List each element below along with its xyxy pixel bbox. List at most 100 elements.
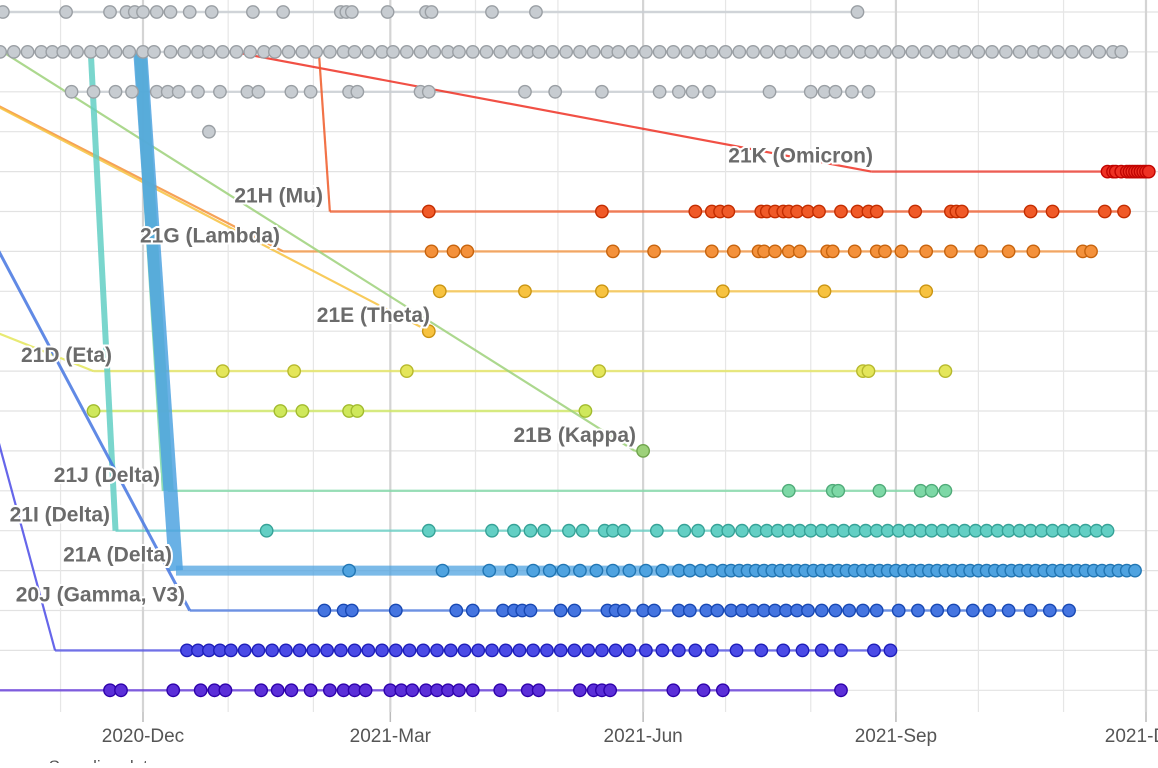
sample-point	[344, 603, 359, 618]
sample-point	[303, 84, 318, 99]
sample-point	[204, 5, 219, 19]
sample-point	[649, 523, 664, 538]
sample-point	[556, 563, 571, 578]
sample-point	[64, 84, 79, 99]
sample-point	[424, 244, 439, 259]
sample-point	[202, 124, 216, 139]
sample-point	[56, 45, 71, 59]
branch-connector	[233, 50, 872, 173]
sample-point	[834, 683, 848, 698]
sample-point	[685, 84, 700, 99]
sample-point	[682, 603, 697, 618]
sample-point	[86, 84, 101, 99]
branch-connector	[2, 50, 636, 452]
sample-point	[946, 603, 961, 618]
sample-point	[193, 683, 208, 698]
sample-point	[652, 84, 667, 99]
sample-point	[361, 643, 376, 658]
sample-point	[278, 643, 293, 658]
sample-point	[578, 404, 593, 418]
sample-point	[149, 5, 164, 19]
sample-point	[982, 603, 997, 618]
branch-connector	[133, 51, 183, 572]
sample-point	[457, 643, 472, 658]
clade-label: 21D (Eta)	[21, 344, 112, 367]
sample-point	[361, 45, 376, 59]
sample-point	[924, 483, 939, 498]
sample-point	[872, 483, 887, 498]
sample-point	[1117, 204, 1131, 219]
sample-point	[573, 563, 587, 578]
sample-point	[388, 603, 403, 618]
sample-point	[224, 643, 238, 658]
sample-point	[688, 204, 703, 219]
sample-point	[273, 404, 288, 418]
sample-point	[268, 45, 282, 59]
sample-point	[1042, 603, 1057, 618]
sample-point	[933, 45, 947, 59]
sample-point	[191, 84, 205, 99]
sample-point	[812, 45, 826, 59]
sample-point	[919, 244, 934, 259]
sample-point	[781, 483, 796, 498]
sample-point	[540, 643, 554, 658]
sample-point	[971, 45, 986, 59]
sample-point	[603, 683, 618, 698]
sample-point	[114, 683, 128, 698]
sample-point	[864, 45, 879, 59]
sample-point	[545, 45, 560, 59]
sample-point	[471, 643, 486, 658]
sample-point	[213, 84, 227, 99]
sample-point	[729, 643, 744, 658]
sample-point	[479, 45, 494, 59]
sample-point	[638, 45, 653, 59]
sample-point	[754, 643, 769, 658]
sample-point	[567, 603, 582, 618]
sample-point	[943, 244, 958, 259]
sample-point	[254, 683, 269, 698]
sample-point	[317, 603, 332, 618]
sample-point	[845, 84, 859, 99]
sample-point	[1078, 45, 1093, 59]
sample-point	[276, 5, 291, 19]
clade-label: 21E (Theta)	[317, 304, 430, 327]
clade-label: 21H (Mu)	[234, 185, 323, 208]
sample-point	[0, 5, 10, 19]
sample-point	[850, 5, 865, 19]
sample-point	[647, 603, 662, 618]
sample-point	[388, 643, 403, 658]
sample-point	[333, 643, 348, 658]
sample-point	[287, 364, 302, 378]
sample-point	[828, 603, 843, 618]
sample-point	[768, 244, 782, 259]
sample-point	[930, 603, 945, 618]
sample-point	[1092, 45, 1107, 59]
label-layer: 21K (Omicron) 21H (Mu) 21G (Lambda) 21E (Th…	[8, 143, 875, 609]
sample-point	[732, 45, 747, 59]
sample-point	[125, 84, 139, 99]
sample-point	[726, 244, 741, 259]
sample-point	[798, 45, 813, 59]
sample-point	[246, 5, 260, 19]
sample-point	[309, 45, 324, 59]
branch-connector	[0, 332, 94, 373]
sample-point	[163, 5, 178, 19]
sample-point	[507, 523, 521, 538]
sample-point	[762, 84, 777, 99]
sample-point	[70, 45, 84, 59]
sample-point	[284, 683, 299, 698]
sample-point	[605, 244, 620, 259]
sample-point	[710, 603, 725, 618]
point-layer	[0, 5, 1156, 698]
sample-point	[878, 244, 892, 259]
branch-connector	[87, 51, 119, 531]
sample-point	[622, 563, 637, 578]
sample-point	[638, 643, 653, 658]
sample-point	[842, 603, 857, 618]
sample-point	[265, 643, 280, 658]
branch-connector	[0, 442, 57, 651]
sample-point	[647, 244, 662, 259]
sample-point	[485, 643, 499, 658]
sample-point	[878, 45, 892, 59]
